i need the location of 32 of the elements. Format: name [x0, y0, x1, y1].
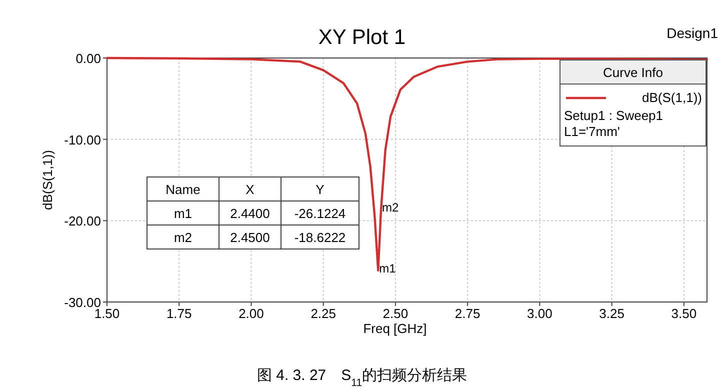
line-series — [106, 56, 708, 272]
x-tick-label: 3.00 — [527, 306, 552, 321]
annotation: Setup1 : Sweep1 — [564, 108, 664, 123]
text: Design1 — [666, 25, 718, 41]
annotation: m1 — [379, 261, 396, 276]
y-tick-label: -10.00 — [64, 132, 101, 148]
x-tick-label: 3.50 — [671, 306, 697, 321]
x-tick-label: 1.75 — [166, 306, 192, 321]
annotation: X — [246, 182, 255, 197]
caption: 图 4. 3. 27 S$_{11}$的扫频分析结果 — [256, 367, 468, 389]
annotation: m2 — [382, 200, 400, 214]
annotation: 2.4400 — [230, 206, 270, 221]
x-axis-title: Freq [GHz] — [363, 321, 427, 336]
text: dB(S(1,1)) — [642, 90, 702, 105]
annotation: Name — [166, 182, 200, 197]
annotation: 2.4500 — [230, 230, 270, 245]
annotation: Y — [316, 182, 325, 197]
x-tick-label: 2.25 — [310, 306, 336, 321]
annotation: L1='7mm' — [564, 124, 620, 139]
annotation: m2 — [174, 230, 192, 245]
x-tick-label: 2.75 — [454, 306, 480, 321]
x-tick-label: 3.25 — [599, 306, 624, 321]
x-tick-label: 2.00 — [238, 306, 264, 321]
y-tick-label: -20.00 — [64, 214, 101, 229]
y-axis-title: dB(S(1,1)) — [40, 150, 55, 210]
chart-title: XY Plot 1 — [318, 26, 406, 49]
legend-title: Curve Info — [603, 65, 663, 80]
annotation: m1 — [174, 206, 192, 221]
y-tick-label: 0.00 — [76, 51, 101, 66]
annotation: -26.1224 — [294, 206, 346, 221]
annotation: -18.6222 — [294, 230, 346, 245]
x-tick-label: 2.50 — [382, 306, 408, 321]
